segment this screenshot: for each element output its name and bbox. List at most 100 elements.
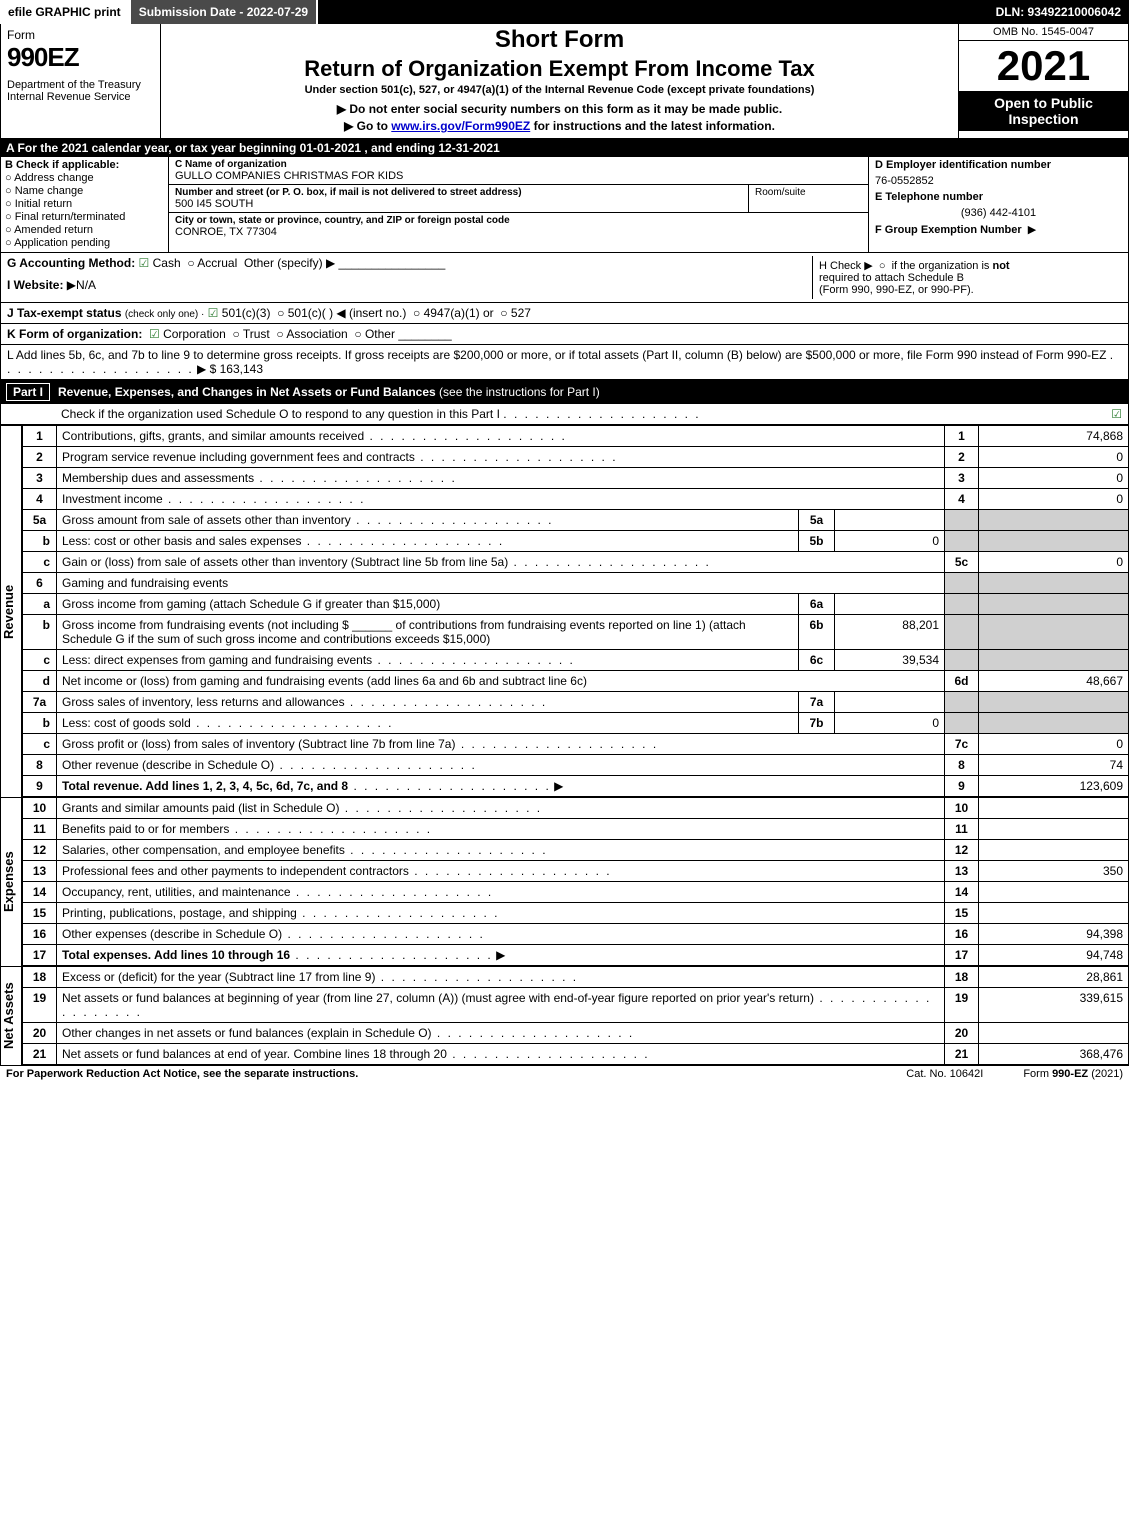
line-6d: dNet income or (loss) from gaming and fu…	[23, 671, 1129, 692]
line-6b: bGross income from fundraising events (n…	[23, 615, 1129, 650]
ein-value: 76-0552852	[869, 173, 1128, 189]
header-middle: Short Form Return of Organization Exempt…	[161, 24, 958, 138]
line-15: 15Printing, publications, postage, and s…	[23, 903, 1129, 924]
dln-label: DLN: 93492210006042	[988, 0, 1129, 24]
line-18: 18Excess or (deficit) for the year (Subt…	[23, 967, 1129, 988]
tel-value: (936) 442-4101	[869, 205, 1128, 221]
chk-4947[interactable]: 4947(a)(1) or	[413, 306, 494, 320]
city-label: City or town, state or province, country…	[175, 215, 862, 226]
goto-line: Go to www.irs.gov/Form990EZ for instruct…	[169, 119, 950, 133]
revenue-side-label: Revenue	[0, 425, 22, 797]
l-text: L Add lines 5b, 6c, and 7b to line 9 to …	[7, 348, 1106, 362]
chk-501c[interactable]: 501(c)( )	[277, 306, 333, 320]
column-d: D Employer identification number 76-0552…	[868, 157, 1128, 252]
line-7c: cGross profit or (loss) from sales of in…	[23, 734, 1129, 755]
chk-amended-return[interactable]: Amended return	[5, 224, 164, 236]
line-11: 11Benefits paid to or for members11	[23, 819, 1129, 840]
goto-link[interactable]: www.irs.gov/Form990EZ	[391, 119, 530, 133]
under-section: Under section 501(c), 527, or 4947(a)(1)…	[169, 84, 950, 96]
cat-number: Cat. No. 10642I	[906, 1068, 983, 1080]
open-to-public: Open to Public Inspection	[959, 91, 1128, 131]
irs-label: Internal Revenue Service	[7, 91, 154, 103]
j-insert: (insert no.)	[349, 306, 406, 320]
other-specify: Other (specify)	[244, 256, 323, 270]
chk-cash[interactable]: Cash	[139, 256, 181, 270]
net-assets-section: Net Assets 18Excess or (deficit) for the…	[0, 966, 1129, 1065]
h-check-pre: H Check	[819, 260, 861, 272]
ein-label: D Employer identification number	[869, 157, 1128, 173]
line-20: 20Other changes in net assets or fund ba…	[23, 1023, 1129, 1044]
part-i-bar: Part I Revenue, Expenses, and Changes in…	[0, 380, 1129, 404]
chk-association[interactable]: Association	[276, 327, 347, 341]
line-1: 1Contributions, gifts, grants, and simil…	[23, 426, 1129, 447]
omb-number: OMB No. 1545-0047	[959, 24, 1128, 41]
row-g-h: G Accounting Method: Cash Accrual Other …	[0, 253, 1129, 303]
i-label: I Website:	[7, 278, 63, 292]
net-assets-table: 18Excess or (deficit) for the year (Subt…	[22, 966, 1129, 1065]
line-6a: aGross income from gaming (attach Schedu…	[23, 594, 1129, 615]
chk-corporation[interactable]: Corporation	[149, 327, 226, 341]
h-text3: required to attach Schedule B	[819, 272, 964, 284]
chk-527[interactable]: 527	[500, 306, 531, 320]
g-label: G Accounting Method:	[7, 256, 135, 270]
chk-501c3[interactable]: 501(c)(3)	[208, 306, 271, 320]
chk-accrual[interactable]: Accrual	[187, 256, 237, 270]
line-21: 21Net assets or fund balances at end of …	[23, 1044, 1129, 1065]
b-title: B Check if applicable:	[5, 159, 164, 171]
h-text2: if the organization is	[892, 260, 990, 272]
form-word: Form	[7, 28, 154, 42]
chk-final-return[interactable]: Final return/terminated	[5, 211, 164, 223]
j-sub: (check only one) ·	[125, 309, 204, 320]
form-ref: Form 990-EZ (2021)	[1023, 1068, 1123, 1080]
chk-initial-return[interactable]: Initial return	[5, 198, 164, 210]
line-5c: cGain or (loss) from sale of assets othe…	[23, 552, 1129, 573]
group-exemption: F Group Exemption Number ▶	[869, 221, 1128, 238]
line-7b: bLess: cost of goods sold7b0	[23, 713, 1129, 734]
chk-address-change[interactable]: Address change	[5, 172, 164, 184]
short-form-title: Short Form	[169, 26, 950, 54]
column-b: B Check if applicable: Address change Na…	[1, 157, 169, 252]
line-17: 17Total expenses. Add lines 10 through 1…	[23, 945, 1129, 966]
line-14: 14Occupancy, rent, utilities, and mainte…	[23, 882, 1129, 903]
efile-print-label[interactable]: efile GRAPHIC print	[0, 0, 131, 24]
org-name: GULLO COMPANIES CHRISTMAS FOR KIDS	[175, 170, 862, 182]
street-row: Number and street (or P. O. box, if mail…	[169, 185, 868, 213]
revenue-section: Revenue 1Contributions, gifts, grants, a…	[0, 425, 1129, 797]
revenue-table: 1Contributions, gifts, grants, and simil…	[22, 425, 1129, 797]
line-8: 8Other revenue (describe in Schedule O)8…	[23, 755, 1129, 776]
line-10: 10Grants and similar amounts paid (list …	[23, 798, 1129, 819]
street-label: Number and street (or P. O. box, if mail…	[175, 187, 742, 198]
chk-trust[interactable]: Trust	[232, 327, 269, 341]
part-i-check-row: Check if the organization used Schedule …	[0, 404, 1129, 425]
h-text4: (Form 990, 990-EZ, or 990-PF).	[819, 284, 974, 296]
street-value: 500 I45 SOUTH	[175, 198, 742, 210]
row-a-tax-year: A For the 2021 calendar year, or tax yea…	[0, 139, 1129, 157]
topbar-spacer	[318, 0, 987, 24]
submission-date-label: Submission Date - 2022-07-29	[131, 0, 318, 24]
l-amount: $ 163,143	[210, 362, 263, 376]
part-i-label: Part I	[6, 383, 50, 401]
h-box: H Check ▶ ○ if the organization is not r…	[812, 256, 1122, 299]
chk-schedule-o[interactable]	[1111, 407, 1122, 421]
part-i-title: Revenue, Expenses, and Changes in Net As…	[58, 385, 436, 399]
row-j: J Tax-exempt status (check only one) · 5…	[0, 303, 1129, 324]
line-4: 4Investment income40	[23, 489, 1129, 510]
column-c: C Name of organization GULLO COMPANIES C…	[169, 157, 868, 252]
line-19: 19Net assets or fund balances at beginni…	[23, 988, 1129, 1023]
dept-treasury: Department of the Treasury	[7, 79, 154, 91]
city-value: CONROE, TX 77304	[175, 226, 862, 238]
header-left: Form 990EZ Department of the Treasury In…	[1, 24, 161, 138]
row-k: K Form of organization: Corporation Trus…	[0, 324, 1129, 345]
org-name-cell: C Name of organization GULLO COMPANIES C…	[169, 157, 868, 185]
line-6c: cLess: direct expenses from gaming and f…	[23, 650, 1129, 671]
part-i-check-text: Check if the organization used Schedule …	[61, 407, 500, 421]
line-5a: 5aGross amount from sale of assets other…	[23, 510, 1129, 531]
h-not: not	[992, 260, 1009, 272]
tel-label: E Telephone number	[869, 189, 1128, 205]
expenses-table: 10Grants and similar amounts paid (list …	[22, 797, 1129, 966]
chk-other-org[interactable]: Other	[354, 327, 395, 341]
line-16: 16Other expenses (describe in Schedule O…	[23, 924, 1129, 945]
line-5b: bLess: cost or other basis and sales exp…	[23, 531, 1129, 552]
chk-application-pending[interactable]: Application pending	[5, 237, 164, 249]
chk-name-change[interactable]: Name change	[5, 185, 164, 197]
